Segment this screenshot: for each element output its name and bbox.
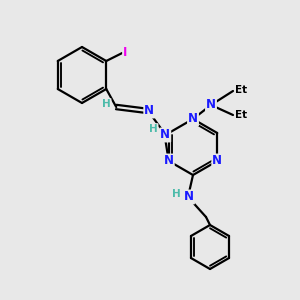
Text: I: I — [123, 46, 127, 59]
Text: N: N — [212, 154, 222, 167]
Text: N: N — [188, 112, 198, 125]
Text: H: H — [172, 189, 180, 199]
Text: N: N — [206, 98, 216, 112]
Text: H: H — [149, 124, 158, 134]
Text: Et: Et — [235, 85, 247, 95]
Text: N: N — [160, 128, 170, 142]
Text: N: N — [144, 104, 154, 118]
Text: N: N — [184, 190, 194, 203]
Text: H: H — [102, 99, 111, 109]
Text: N: N — [164, 154, 174, 167]
Text: Et: Et — [235, 110, 247, 120]
